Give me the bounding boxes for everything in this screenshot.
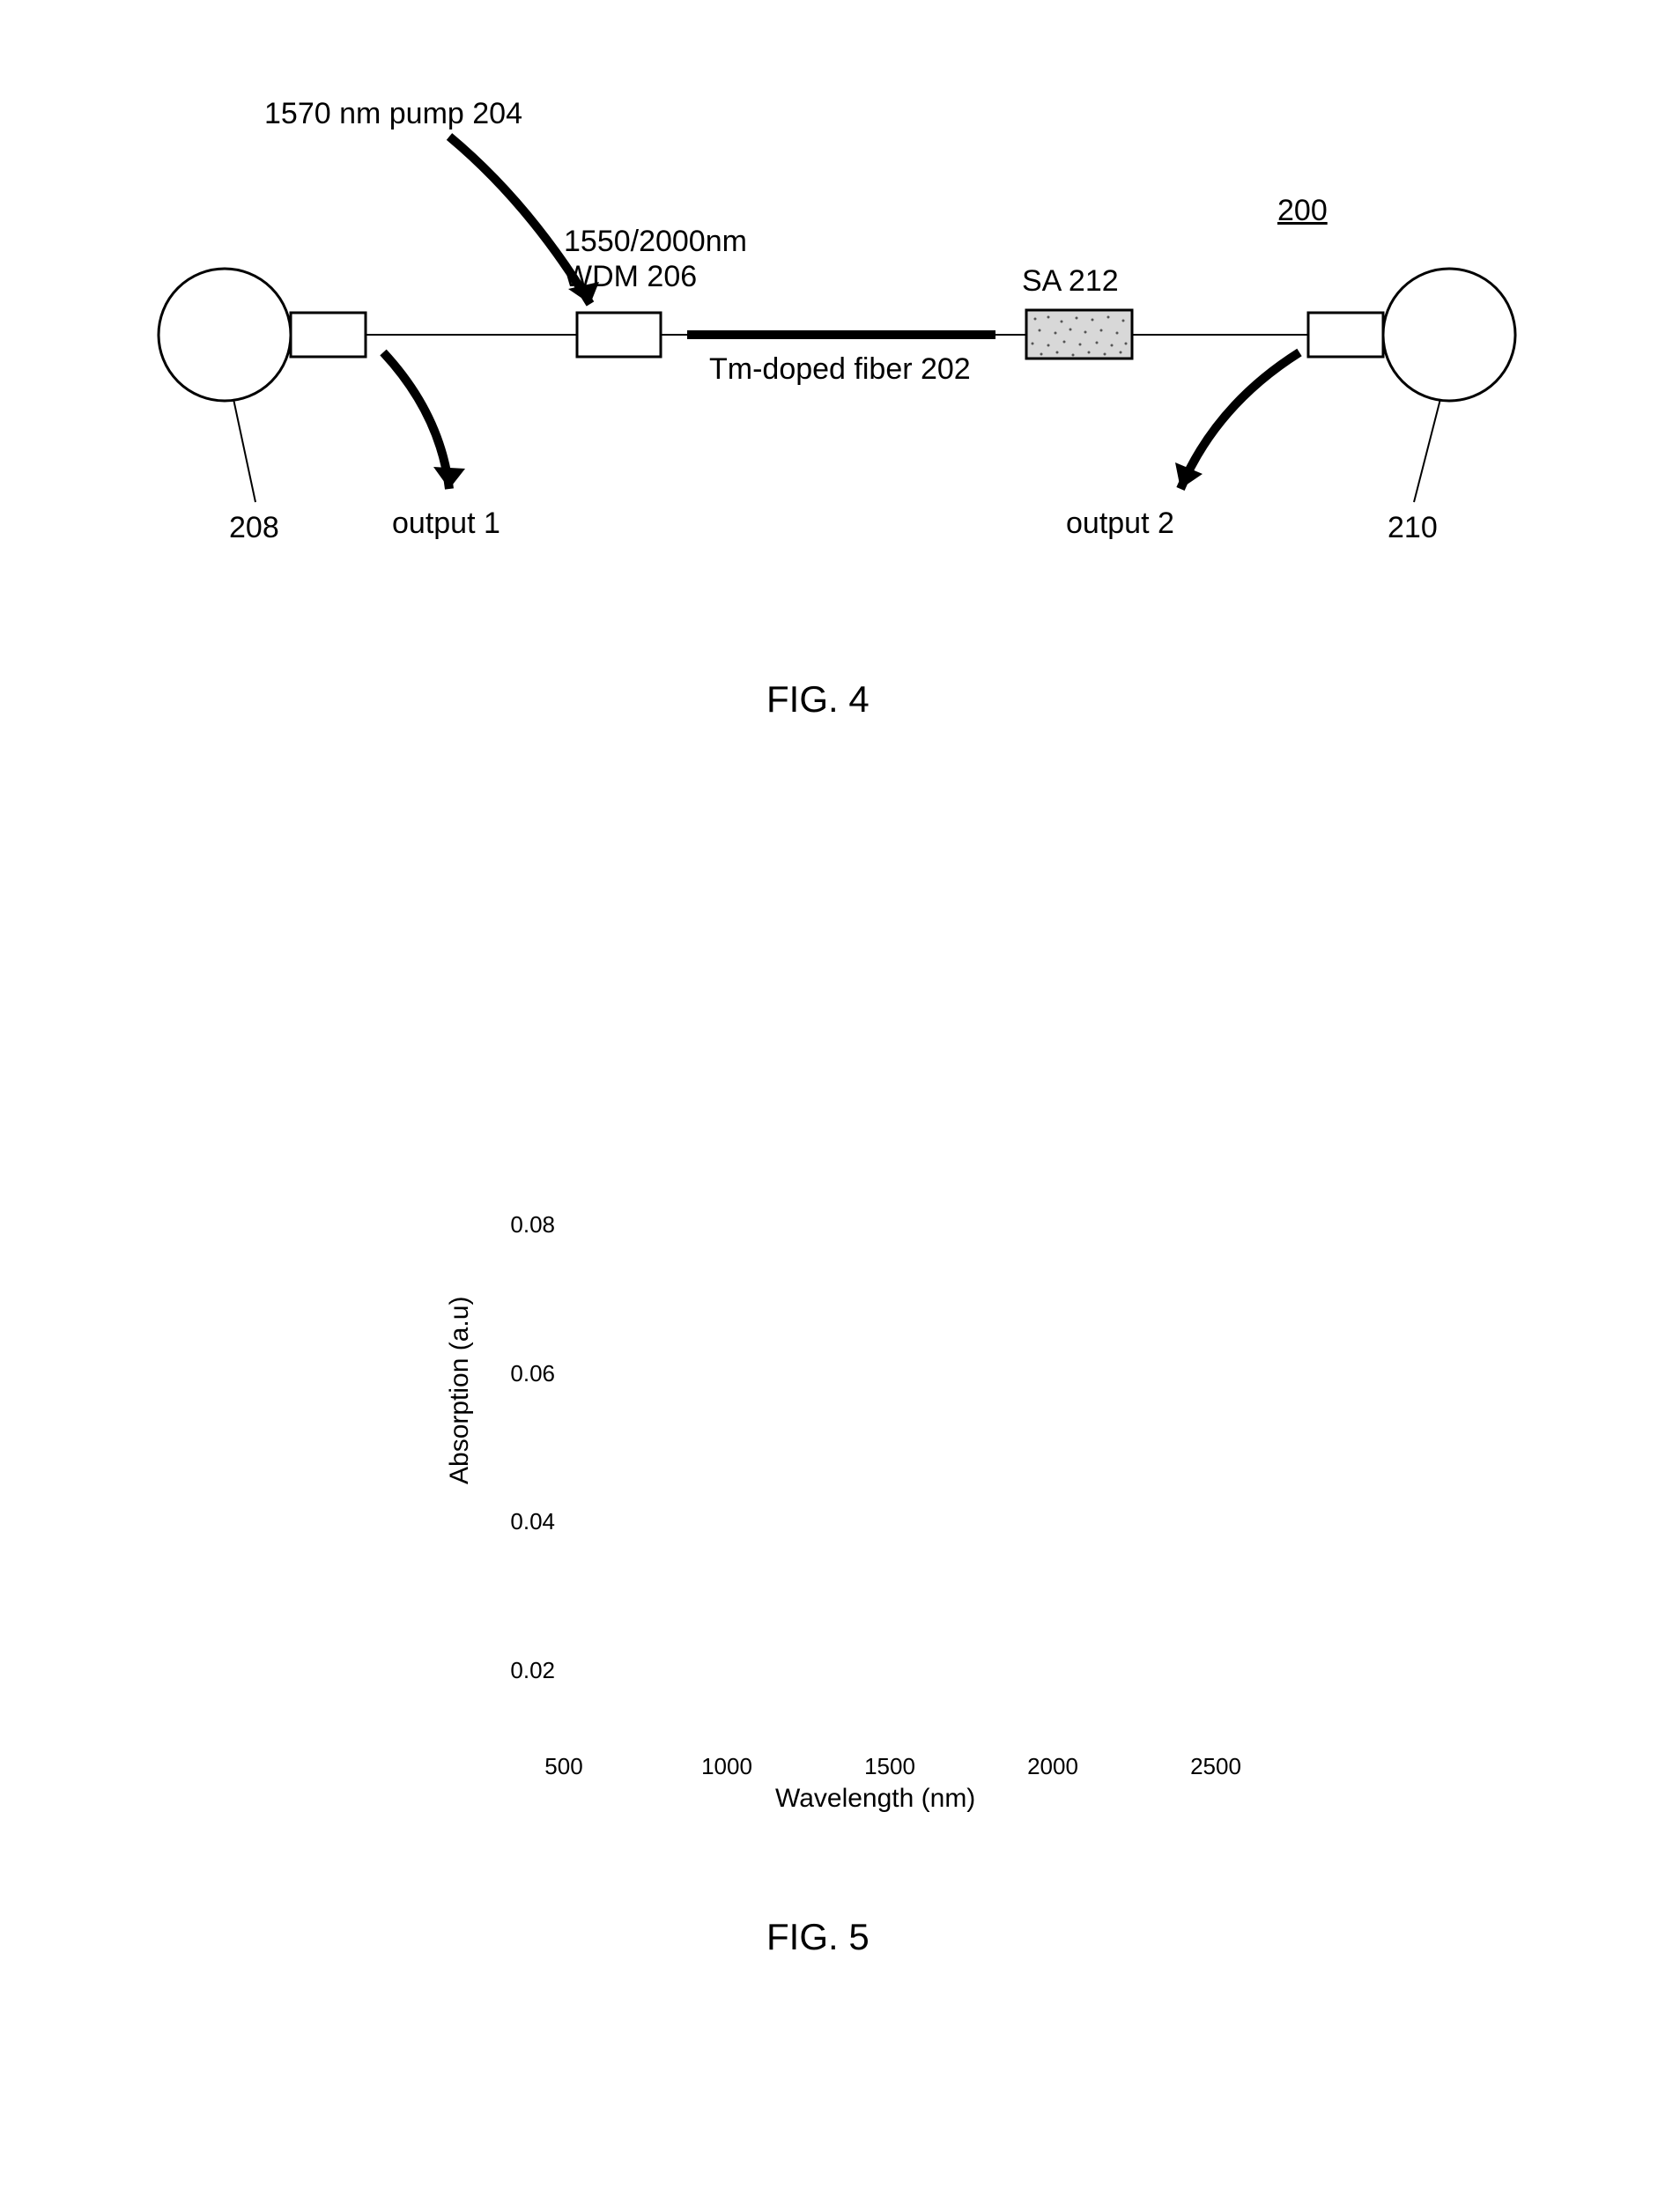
x-tick-label: 1000 — [700, 1753, 753, 1780]
y-tick-label: 0.02 — [493, 1657, 555, 1684]
y-tick-label: 0.04 — [493, 1508, 555, 1535]
x-axis-label: Wavelength (nm) — [775, 1784, 975, 1814]
x-tick-label: 500 — [537, 1753, 590, 1780]
fig5-chart — [0, 0, 1680, 1057]
y-tick-label: 0.06 — [493, 1360, 555, 1387]
x-tick-label: 1500 — [863, 1753, 916, 1780]
y-axis-label: Absorption (a.u) — [445, 1297, 475, 1484]
x-tick-label: 2000 — [1026, 1753, 1079, 1780]
fig5-caption: FIG. 5 — [766, 1916, 870, 1958]
y-tick-label: 0.08 — [493, 1211, 555, 1239]
x-tick-label: 2500 — [1189, 1753, 1242, 1780]
